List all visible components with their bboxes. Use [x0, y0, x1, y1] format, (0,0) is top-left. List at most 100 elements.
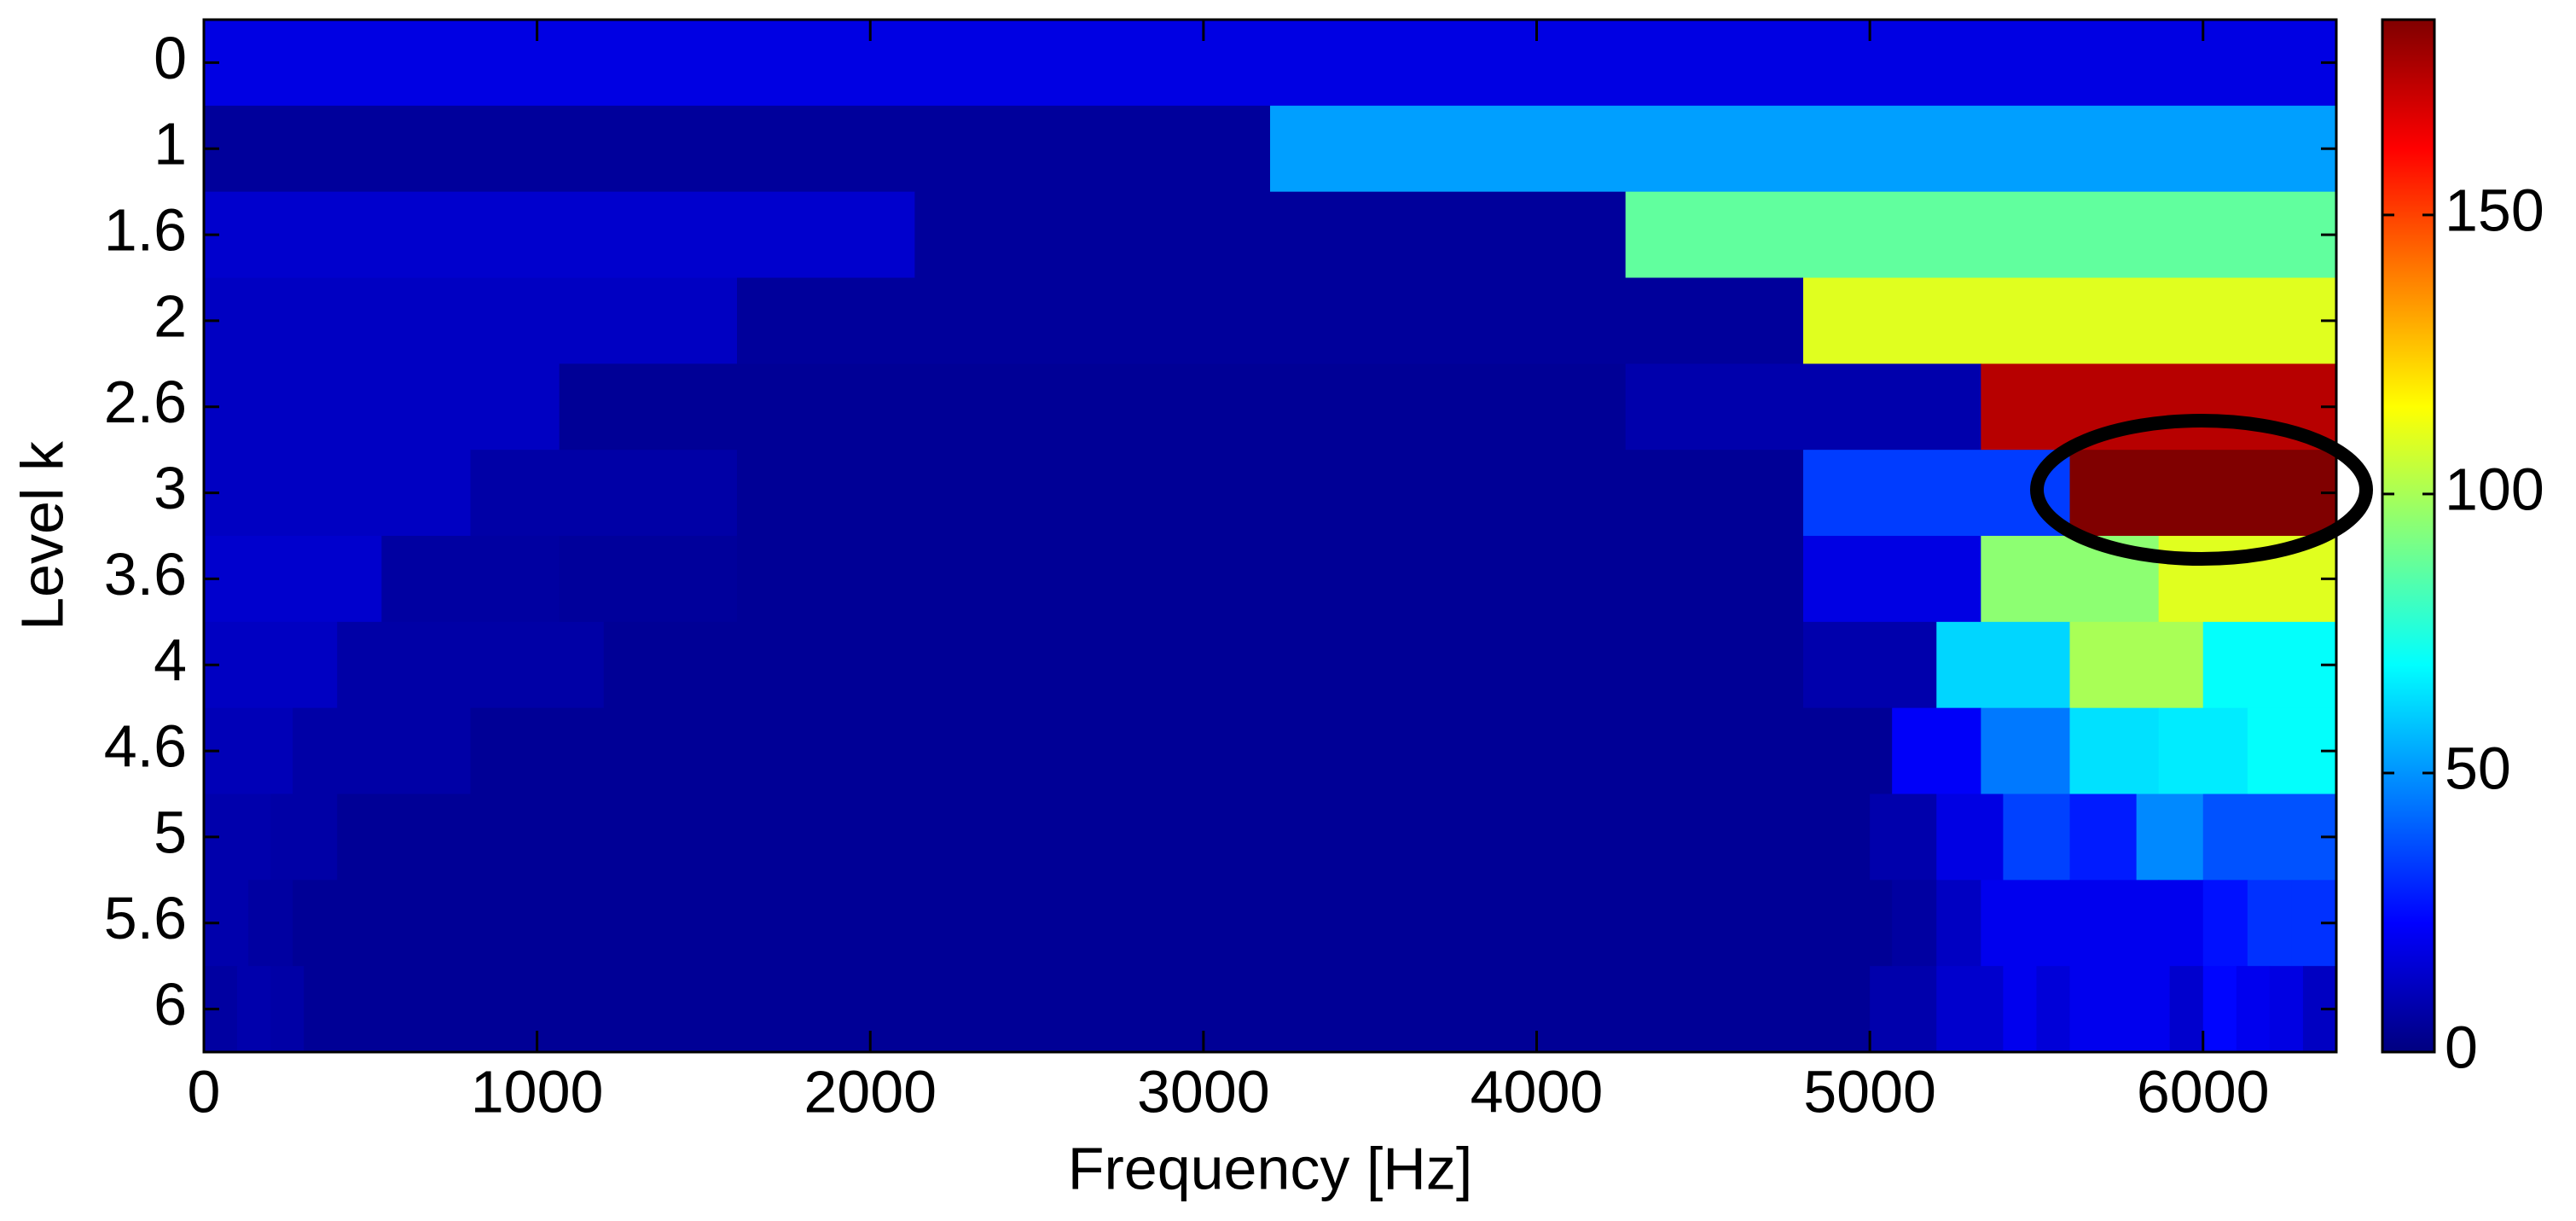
heatmap-cell — [1203, 794, 1271, 881]
heatmap-cell — [692, 880, 738, 967]
heatmap-cell — [1836, 966, 1871, 1053]
y-tick-label: 4 — [154, 627, 187, 694]
heatmap-cell — [2169, 966, 2204, 1053]
heatmap-cell — [2036, 966, 2071, 1053]
heatmap-cell — [248, 880, 293, 967]
heatmap-cell — [270, 966, 305, 1053]
heatmap-cell — [1936, 880, 1981, 967]
heatmap-cell — [1403, 966, 1437, 1053]
heatmap-cell — [737, 536, 915, 623]
heatmap-cell — [1981, 363, 2337, 451]
heatmap-cell — [1536, 450, 1804, 537]
heatmap-cell — [1270, 277, 1804, 364]
heatmap-cell — [1181, 707, 1271, 795]
heatmap-cell — [1669, 880, 1715, 967]
heatmap-cell — [2158, 707, 2248, 795]
heatmap-cell — [1203, 966, 1238, 1053]
heatmap-cell — [470, 707, 560, 795]
heatmap — [204, 20, 2337, 1053]
heatmap-cell — [1359, 880, 1404, 967]
x-tick-label: 6000 — [2137, 1058, 2270, 1125]
heatmap-cell — [1981, 707, 2071, 795]
heatmap-cell — [1092, 880, 1138, 967]
heatmap-cell — [914, 707, 1005, 795]
heatmap-cell — [2003, 966, 2038, 1053]
y-tick-label: 4.6 — [104, 713, 187, 780]
y-axis-label: Level k — [9, 440, 75, 631]
heatmap-cell — [1870, 794, 1937, 881]
heatmap-cell — [2247, 880, 2293, 967]
heatmap-cell — [1803, 707, 1893, 795]
heatmap-cell — [1803, 536, 1981, 623]
heatmap-cell — [603, 794, 671, 881]
y-tick-label: 3 — [154, 455, 187, 521]
heatmap-cell — [1603, 966, 1638, 1053]
heatmap-cell — [1303, 966, 1337, 1053]
heatmap-cell — [603, 621, 738, 709]
heatmap-cell — [1136, 621, 1271, 709]
heatmap-cell — [1270, 707, 1360, 795]
heatmap-cell — [514, 880, 560, 967]
heatmap-cell — [293, 880, 338, 967]
heatmap-cell — [503, 966, 538, 1053]
heatmap-cell — [737, 966, 771, 1053]
heatmap-cell — [737, 707, 827, 795]
heatmap-cell — [470, 966, 505, 1053]
heatmap-cell — [2236, 966, 2271, 1053]
heatmap-cell — [2069, 794, 2138, 881]
heatmap-cell — [1970, 966, 2004, 1053]
heatmap-cell — [1003, 966, 1038, 1053]
heatmap-cell — [1669, 794, 1738, 881]
heatmap-cell — [1736, 966, 1771, 1053]
heatmap-cell — [2069, 966, 2104, 1053]
heatmap-cell — [1936, 966, 1970, 1053]
heatmap-cell — [1403, 880, 1448, 967]
y-tick-label: 0 — [154, 25, 187, 91]
heatmap-cell — [1892, 880, 1937, 967]
heatmap-cell — [826, 880, 871, 967]
heatmap-cell — [603, 966, 638, 1053]
heatmap-cell — [204, 105, 1271, 193]
heatmap-cell — [1581, 880, 1627, 967]
heatmap-cell — [703, 966, 738, 1053]
heatmap-cell — [204, 277, 738, 364]
heatmap-cell — [870, 794, 937, 881]
heatmap-cell — [1703, 966, 1738, 1053]
x-tick-label: 1000 — [471, 1058, 604, 1125]
heatmap-cell — [293, 707, 382, 795]
heatmap-cell — [1936, 794, 2004, 881]
heatmap-cell — [1870, 966, 1904, 1053]
heatmap-cell — [1769, 966, 1804, 1053]
heatmap-cell — [337, 621, 472, 709]
heatmap-cell — [1448, 707, 1538, 795]
heatmap-cell — [1536, 966, 1571, 1053]
heatmap-cell — [914, 536, 1094, 623]
heatmap-cell — [2103, 966, 2138, 1053]
heatmap-cell — [204, 536, 382, 623]
heatmap-cell — [1714, 707, 1804, 795]
heatmap-cell — [1003, 450, 1271, 537]
heatmap-cell — [1536, 794, 1604, 881]
heatmap-cell — [1803, 450, 2071, 537]
heatmap-cell — [1070, 794, 1138, 881]
heatmap-cell — [2114, 880, 2160, 967]
heatmap-cell — [2136, 794, 2204, 881]
heatmap-cell — [870, 621, 1005, 709]
heatmap-cell — [337, 966, 371, 1053]
heatmap-cell — [403, 794, 472, 881]
heatmap-cell — [737, 450, 1005, 537]
heatmap-cell — [826, 707, 915, 795]
heatmap-cell — [1337, 794, 1404, 881]
heatmap-cell — [537, 966, 571, 1053]
heatmap-cell — [1225, 880, 1271, 967]
heatmap-cell — [870, 966, 904, 1053]
heatmap-cell — [1536, 621, 1671, 709]
heatmap-cell — [1470, 966, 1505, 1053]
heatmap-cell — [1803, 277, 2337, 364]
colorbar-tick-label: 0 — [2445, 1014, 2478, 1080]
heatmap-cell — [1036, 966, 1071, 1053]
heatmap-cell — [337, 794, 404, 881]
heatmap-cell — [1403, 794, 1471, 881]
heatmap-cell — [737, 621, 871, 709]
